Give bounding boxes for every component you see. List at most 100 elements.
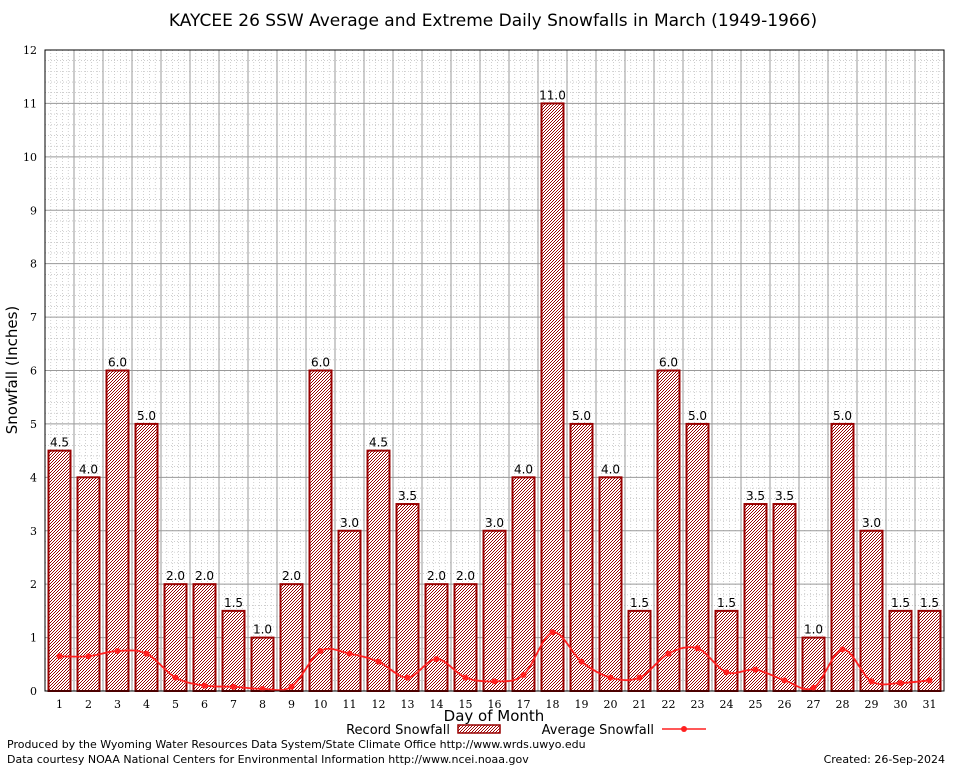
x-tick-label: 19 <box>575 698 589 711</box>
record-data-labels: 4.5 4.0 6.0 5.0 2.0 2.0 1.5 1.0 2.0 6.0 3.0 4.5 3.5 2… <box>50 88 939 636</box>
y-tick-label: 12 <box>23 44 37 57</box>
legend-record-swatch <box>457 724 501 734</box>
average-point <box>578 658 585 665</box>
record-value-label: 3.0 <box>340 516 359 530</box>
legend: Record Snowfall Average Snowfall <box>346 723 706 738</box>
y-tick-label: 1 <box>30 632 37 645</box>
record-value-label: 2.0 <box>166 569 185 583</box>
x-tick-label: 31 <box>923 698 937 711</box>
record-bar <box>772 503 797 692</box>
x-tick-label: 23 <box>691 698 705 711</box>
record-value-label: 3.5 <box>398 489 417 503</box>
record-value-label: 6.0 <box>108 356 127 370</box>
average-point <box>810 684 817 691</box>
y-tick-label: 10 <box>23 151 37 164</box>
record-bars <box>47 102 942 693</box>
record-value-label: 1.5 <box>630 596 649 610</box>
x-tick-label: 17 <box>517 698 531 711</box>
x-tick-label: 9 <box>288 698 295 711</box>
average-point <box>636 674 643 681</box>
x-tick-label: 30 <box>894 698 908 711</box>
record-value-label: 1.5 <box>717 596 736 610</box>
record-value-label: 5.0 <box>572 409 591 423</box>
record-bar <box>424 583 449 693</box>
y-tick-label: 9 <box>30 204 37 217</box>
chart-title: KAYCEE 26 SSW Average and Extreme Daily … <box>169 11 817 31</box>
average-point <box>897 679 904 686</box>
record-bar <box>395 503 420 692</box>
y-tick-label: 2 <box>30 578 37 591</box>
record-bar <box>656 369 681 692</box>
x-tick-label: 15 <box>459 698 473 711</box>
record-value-label: 6.0 <box>311 356 330 370</box>
average-point <box>85 653 92 660</box>
average-point <box>926 677 933 684</box>
x-tick-label: 16 <box>488 698 502 711</box>
y-tick-label: 7 <box>30 311 37 324</box>
x-tick-label: 26 <box>778 698 792 711</box>
footer-credit-1: Produced by the Wyoming Water Resources … <box>7 738 586 751</box>
average-point <box>172 674 179 681</box>
record-bar <box>540 102 565 692</box>
x-tick-label: 27 <box>807 698 821 711</box>
legend-average-label: Average Snowfall <box>542 723 654 738</box>
y-tick-label: 0 <box>30 685 37 698</box>
y-tick-label: 5 <box>30 418 37 431</box>
average-point <box>462 674 469 681</box>
record-value-label: 4.0 <box>79 462 98 476</box>
record-bar <box>366 449 391 692</box>
average-point <box>433 655 440 662</box>
x-tick-label: 29 <box>865 698 879 711</box>
x-tick-label: 6 <box>201 698 208 711</box>
plot-frame <box>44 49 945 692</box>
record-value-label: 4.0 <box>601 462 620 476</box>
x-tick-label: 1 <box>56 698 63 711</box>
average-point <box>114 647 121 654</box>
record-value-label: 6.0 <box>659 356 678 370</box>
average-line <box>56 629 933 692</box>
average-point <box>723 669 730 676</box>
average-point <box>230 683 237 690</box>
record-value-label: 3.0 <box>485 516 504 530</box>
record-value-label: 4.5 <box>50 436 69 450</box>
record-bar <box>250 636 275 692</box>
average-point <box>781 677 788 684</box>
x-tick-label: 7 <box>230 698 237 711</box>
record-bar <box>888 609 913 692</box>
record-bar <box>598 476 623 693</box>
x-tick-label: 18 <box>546 698 560 711</box>
record-value-label: 3.5 <box>746 489 765 503</box>
record-value-label: 1.5 <box>891 596 910 610</box>
record-value-label: 3.5 <box>775 489 794 503</box>
legend-average-marker <box>681 726 687 732</box>
record-bar <box>308 369 333 692</box>
record-bar <box>714 609 739 692</box>
y-tick-label: 3 <box>30 525 37 538</box>
x-tick-label: 11 <box>343 698 357 711</box>
footer-created-date: Created: 26-Sep-2024 <box>824 753 945 766</box>
record-value-label: 11.0 <box>539 88 566 102</box>
record-bar <box>279 583 304 693</box>
average-point <box>404 674 411 681</box>
record-bar <box>105 369 130 692</box>
x-tick-label: 10 <box>314 698 328 711</box>
average-point <box>694 645 701 652</box>
record-value-label: 4.0 <box>514 462 533 476</box>
record-value-label: 1.5 <box>224 596 243 610</box>
record-bar <box>337 529 362 692</box>
y-axis-label: Snowfall (Inches) <box>3 306 21 434</box>
record-value-label: 3.0 <box>862 516 881 530</box>
record-value-label: 5.0 <box>688 409 707 423</box>
average-point <box>317 647 324 654</box>
average-point <box>752 666 759 673</box>
x-tick-label: 24 <box>720 698 734 711</box>
y-tick-label: 11 <box>23 97 37 110</box>
x-tick-label: 22 <box>662 698 676 711</box>
y-tick-label: 8 <box>30 258 37 271</box>
average-point <box>288 683 295 690</box>
average-point <box>839 646 846 653</box>
footer-credit-2: Data courtesy NOAA National Centers for … <box>7 753 529 766</box>
record-value-label: 4.5 <box>369 436 388 450</box>
